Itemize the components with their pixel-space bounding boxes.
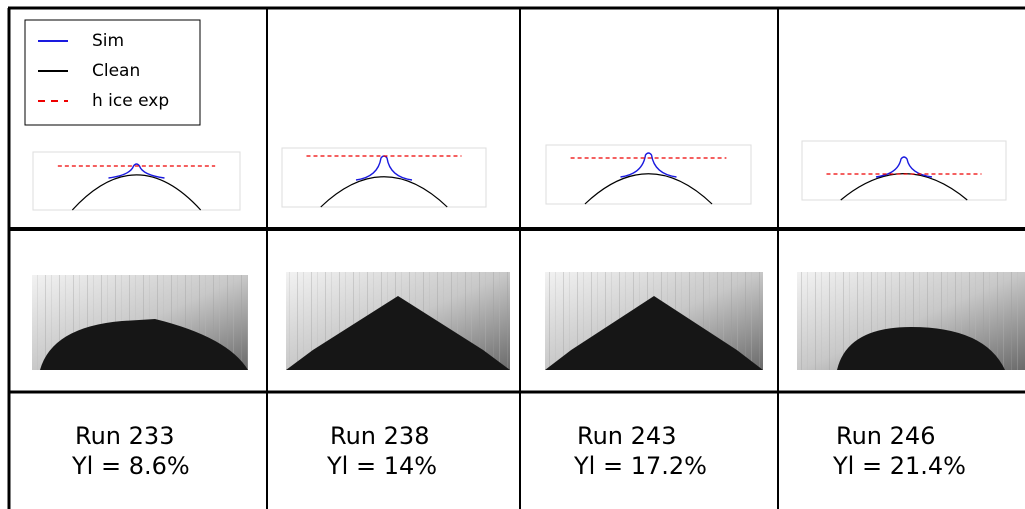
plot-frame [32,151,241,211]
run-label: Run 246 [836,422,935,450]
ice-shape [545,296,763,370]
sim-profile [875,156,933,178]
ice-shape [40,319,248,370]
run-label: Run 238 [330,422,429,450]
plot-frame [801,140,1007,201]
yl-label: Yl = 17.2% [573,452,707,480]
clean-profile [71,174,202,211]
ice-shape [286,296,510,370]
run-label: Run 233 [75,422,174,450]
clean-profile [320,176,448,208]
legend-box [24,19,201,126]
legend: Sim Clean h ice exp [24,19,201,126]
yl-label: Yl = 8.6% [71,452,190,480]
run-label: Run 243 [577,422,676,450]
legend-label: Clean [92,61,140,81]
table-grid [7,6,1025,509]
yl-label: Yl = 14% [326,452,437,480]
legend-label: h ice exp [92,91,169,111]
plot-frame [281,147,487,208]
legend-label: Sim [92,31,124,51]
ice-shape [837,327,1005,370]
sim-profile [108,163,165,179]
yl-label: Yl = 21.4% [832,452,966,480]
sim-profile [620,152,677,178]
plot-frame [545,144,752,205]
clean-profile [584,173,713,205]
